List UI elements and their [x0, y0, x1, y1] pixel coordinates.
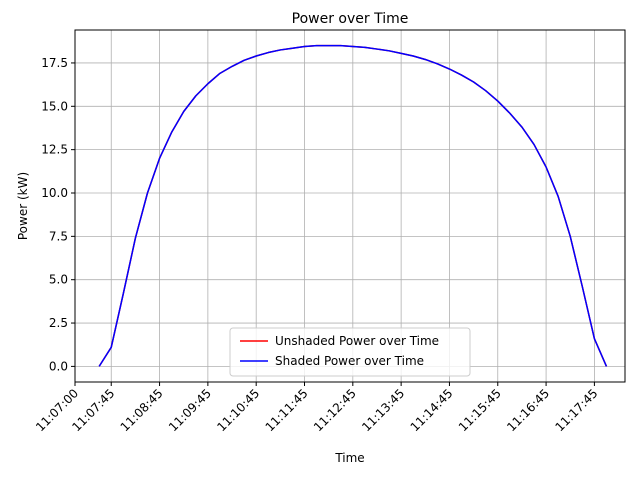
x-tick-label-2: 11:08:45	[118, 386, 166, 434]
chart-title: Power over Time	[292, 11, 409, 27]
y-tick-label-0: 0.0	[49, 359, 68, 373]
y-tick-label-3: 7.5	[49, 229, 68, 243]
y-tick-label-6: 15.0	[41, 99, 68, 113]
series-lines	[98, 44, 608, 367]
x-tick-label-5: 11:11:45	[263, 386, 311, 434]
y-tick-label-5: 12.5	[41, 143, 68, 157]
plot-area-frame	[74, 29, 626, 383]
x-tick-label-7: 11:13:45	[359, 386, 407, 434]
x-tick-label-4: 11:10:45	[214, 386, 262, 434]
y-tick-label-7: 17.5	[41, 56, 68, 70]
x-tick-label-10: 11:16:45	[504, 386, 552, 434]
y-axis-label: Power (kW)	[16, 172, 30, 240]
legend-box	[229, 327, 471, 377]
y-tick-label-4: 10.0	[41, 186, 68, 200]
x-tick-label-3: 11:09:45	[166, 386, 214, 434]
legend-label-shaded: Shaded Power over Time	[275, 354, 424, 368]
x-tick-label-8: 11:14:45	[408, 386, 456, 434]
x-tick-label-6: 11:12:45	[311, 386, 359, 434]
y-tick-label-1: 2.5	[49, 316, 68, 330]
x-axis-label: Time	[334, 451, 364, 465]
x-tick-label-9: 11:15:45	[456, 386, 504, 434]
legend-label-unshaded: Unshaded Power over Time	[275, 334, 439, 348]
legend: Unshaded Power over Time Shaded Power ov…	[229, 327, 471, 377]
series-line-1	[98, 44, 608, 367]
y-tick-label-2: 5.0	[49, 273, 68, 287]
x-tick-label-11: 11:17:45	[553, 386, 601, 434]
